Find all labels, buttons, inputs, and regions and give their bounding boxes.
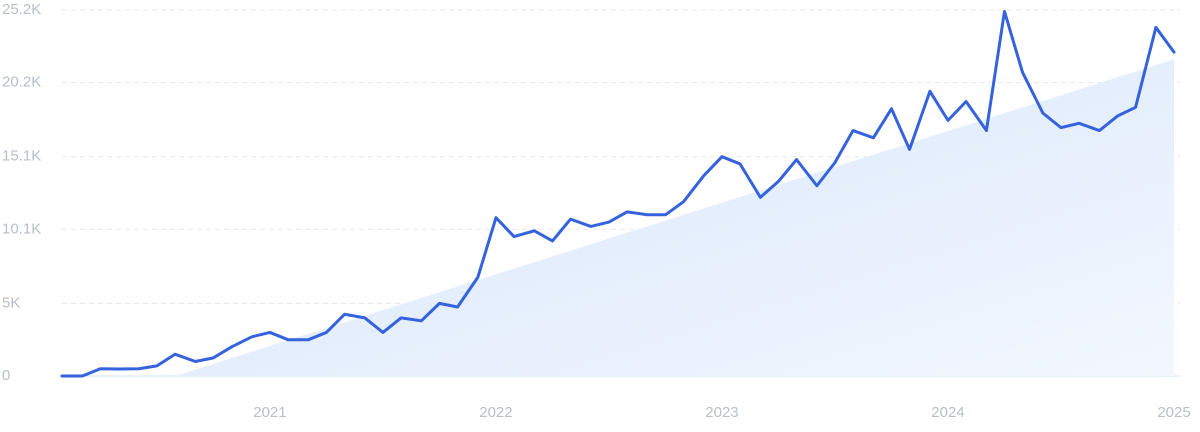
y-tick-label: 15.1K [2, 148, 41, 165]
y-tick-label: 10.1K [2, 220, 41, 237]
x-tick-label: 2022 [479, 404, 512, 421]
y-tick-label: 5K [2, 294, 20, 311]
trend-line [60, 9, 1176, 378]
x-tick-label: 2023 [705, 404, 738, 421]
y-tick-label: 20.2K [2, 74, 41, 91]
y-tick-label: 0 [2, 367, 10, 384]
trend-area [175, 59, 1175, 376]
x-tick-label: 2021 [253, 404, 286, 421]
x-tick-label: 2024 [931, 404, 964, 421]
y-tick-label: 25.2K [2, 1, 41, 18]
x-tick-label: 2025 [1157, 404, 1190, 421]
